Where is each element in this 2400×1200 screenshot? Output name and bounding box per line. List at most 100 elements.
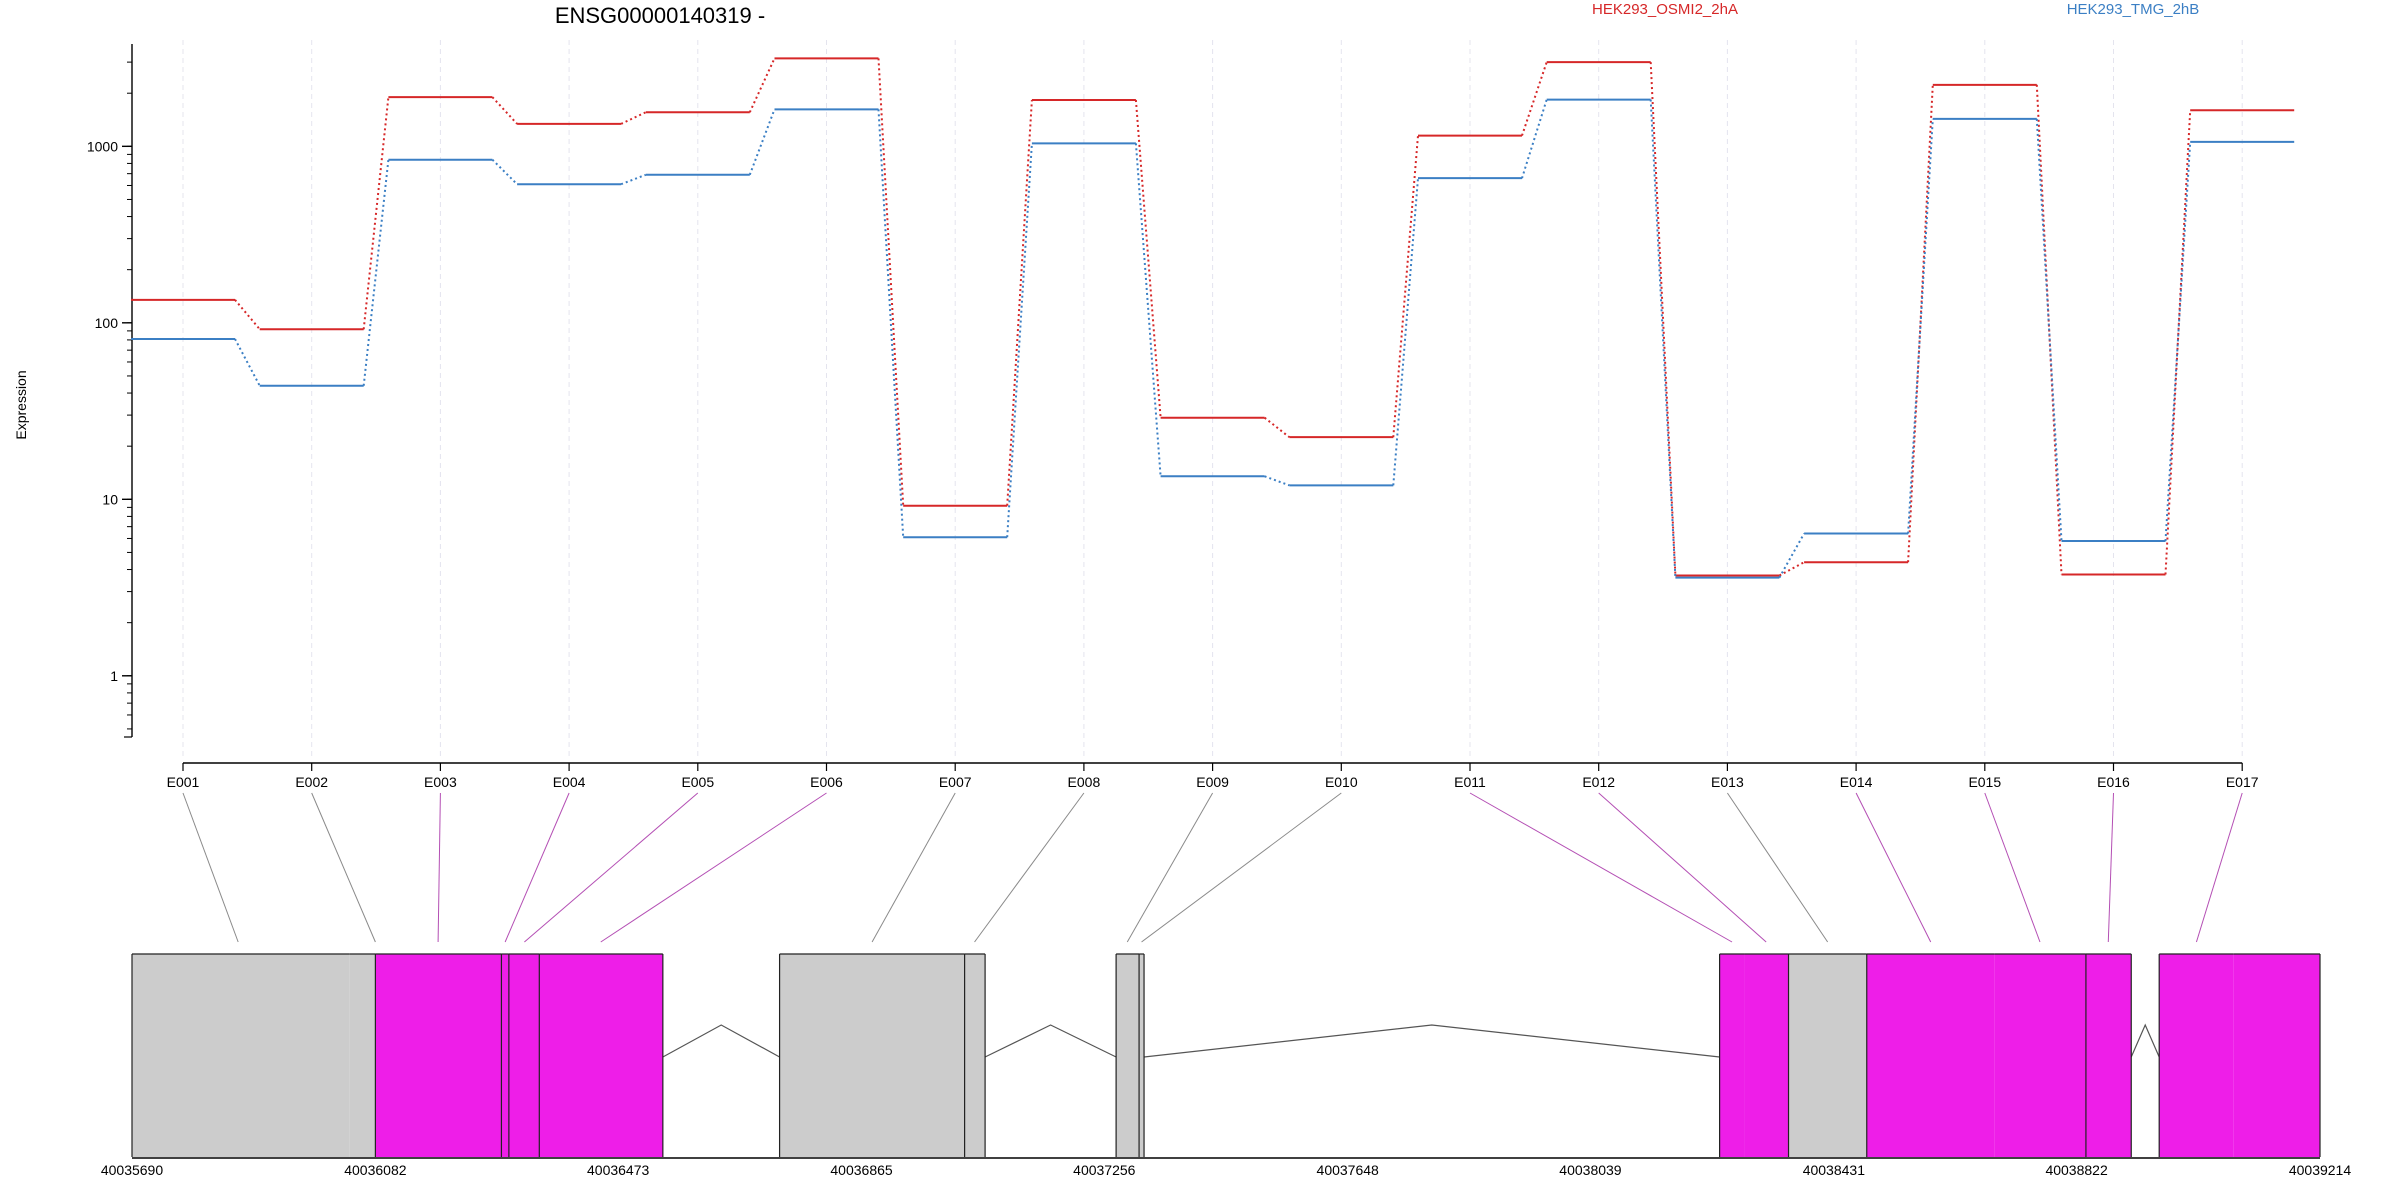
coordinate-label: 40037256 [1073, 1162, 1136, 1178]
series-transition [491, 158, 518, 185]
exon-label: E001 [167, 774, 200, 790]
exon-block-E009 [1116, 954, 1140, 1157]
series-transition [1264, 475, 1290, 487]
exon-block-E012 [1744, 954, 1789, 1157]
coordinate-label: 40036082 [344, 1162, 407, 1178]
series-transition [1392, 135, 1419, 438]
connector-E014 [1855, 792, 1932, 943]
exon-block-E011 [1719, 954, 1745, 1157]
intron-line [1143, 1024, 1720, 1058]
exon-label: E012 [1582, 774, 1615, 790]
series-transition [1778, 533, 1805, 579]
y-tick-label: 10 [102, 491, 118, 507]
series-transition [877, 58, 905, 506]
coordinate-label: 40038039 [1559, 1162, 1622, 1178]
exon-block-E003 [375, 954, 502, 1157]
exon-label: E006 [810, 774, 843, 790]
exon-block-E007 [779, 954, 965, 1157]
series-transition [748, 108, 776, 176]
exon-label: E011 [1454, 774, 1486, 790]
y-tick-label: 1 [110, 668, 118, 684]
intron-line [984, 1024, 1117, 1058]
y-tick-label: 100 [95, 315, 119, 331]
connector-E004 [504, 792, 570, 943]
series-transition [234, 338, 261, 387]
exon-block-E005 [508, 954, 540, 1157]
series-layer [131, 57, 2295, 579]
legend-item: HEK293_TMG_2hB [2067, 1, 2200, 18]
gene-model [131, 953, 2321, 1157]
series-transition [1521, 99, 1548, 179]
series-transition [362, 159, 390, 386]
connector-E013 [1726, 792, 1829, 943]
series-transition [1649, 62, 1677, 576]
connector-E007 [871, 792, 956, 943]
exon-connectors [182, 792, 2243, 943]
series-transition [1263, 416, 1290, 438]
series-transition [1006, 99, 1033, 506]
exon-label: E004 [553, 774, 586, 790]
exon-label: E008 [1068, 774, 1101, 790]
exon-label: E015 [1968, 774, 2001, 790]
connector-E003 [437, 792, 441, 943]
series-transition [748, 57, 776, 113]
y-axis-title: Expression [13, 370, 29, 439]
series-HEK293_OSMI2_2hA [131, 57, 2295, 577]
exon-block-E001 [132, 954, 350, 1157]
series-transition [2164, 110, 2192, 575]
legend: HEK293_OSMI2_2hA HEK293_TMG_2hB [1592, 1, 2199, 18]
exon-gridlines [182, 40, 2243, 760]
coordinate-label: 40036865 [830, 1162, 893, 1178]
y-tick-label: 1000 [87, 138, 118, 154]
intron-line [662, 1024, 780, 1058]
coordinate-label: 40038822 [2045, 1162, 2108, 1178]
series-transition [1521, 61, 1548, 136]
series-HEK293_TMG_2hB [131, 98, 2295, 579]
exon-block-E015 [1994, 954, 2086, 1157]
intron-line [2130, 1023, 2160, 1058]
series-transition [1907, 118, 1934, 534]
connector-E006 [600, 792, 827, 943]
exon-block-E017 [2233, 954, 2320, 1157]
series-transition [2035, 118, 2063, 542]
exon-block-E004 [501, 954, 509, 1157]
exon-block-E013 [1788, 954, 1867, 1157]
series-transition [491, 96, 518, 125]
coordinate-label: 40035690 [101, 1162, 164, 1178]
exon-label: E010 [1325, 774, 1358, 790]
connector-E002 [311, 792, 376, 943]
exon-label: E005 [681, 774, 714, 790]
coordinate-label: 40039214 [2289, 1162, 2352, 1178]
exon-block-E016 [2085, 954, 2132, 1157]
series-transition [620, 173, 647, 186]
exon-label: E007 [939, 774, 972, 790]
exon-label: E002 [295, 774, 328, 790]
series-transition [620, 111, 647, 125]
series-transition [1392, 178, 1419, 486]
exon-label: E013 [1711, 774, 1744, 790]
series-transition [362, 97, 390, 330]
connector-E015 [1984, 792, 2041, 943]
series-transition [1134, 99, 1162, 418]
connector-E001 [182, 792, 239, 943]
series-transition [2164, 141, 2192, 542]
series-transition [1778, 561, 1805, 577]
exon-block-E017 [2159, 954, 2234, 1157]
legend-item: HEK293_OSMI2_2hA [1592, 1, 1738, 18]
connector-E016 [2107, 792, 2114, 943]
coordinate-label: 40036473 [587, 1162, 650, 1178]
series-transition [877, 109, 905, 538]
x-axis-exons: E001 E002 E003 E004 E005 E006 E007 E008 E009 E010… [167, 762, 2259, 790]
coordinate-label: 40037648 [1317, 1162, 1380, 1178]
series-transition [1006, 143, 1033, 538]
connector-E009 [1126, 792, 1214, 943]
connector-E017 [2195, 792, 2243, 943]
connector-E012 [1598, 792, 1767, 943]
exon-block-E014 [1866, 954, 1995, 1157]
exon-label: E009 [1196, 774, 1229, 790]
exon-label: E017 [2226, 774, 2259, 790]
exon-block-E006 [539, 954, 663, 1157]
exon-block-E002 [349, 954, 376, 1157]
exon-block-E010 [1139, 954, 1145, 1157]
